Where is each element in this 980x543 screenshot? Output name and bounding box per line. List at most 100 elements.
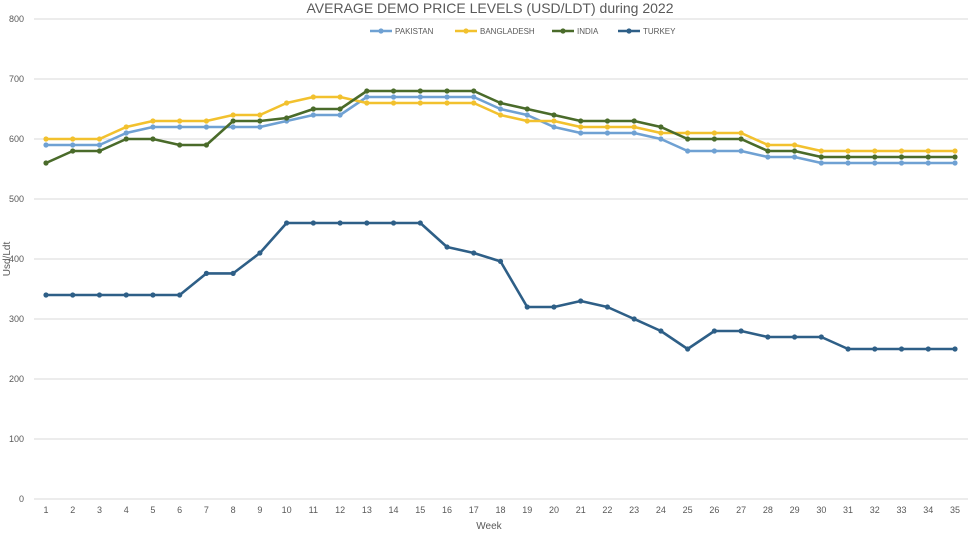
- x-tick-label: 29: [790, 505, 800, 515]
- data-point-bangladesh: [444, 100, 450, 106]
- legend-label: TURKEY: [643, 27, 676, 36]
- x-tick-label: 5: [150, 505, 155, 515]
- series-lines: [43, 88, 958, 352]
- data-point-india: [818, 154, 824, 160]
- data-point-bangladesh: [150, 118, 156, 124]
- x-tick-label: 8: [231, 505, 236, 515]
- data-point-turkey: [524, 304, 530, 310]
- data-point-bangladesh: [791, 142, 798, 148]
- data-point-turkey: [952, 346, 958, 352]
- legend-marker: [378, 28, 384, 34]
- data-point-bangladesh: [257, 112, 263, 118]
- data-point-turkey: [177, 292, 183, 298]
- data-point-india: [444, 88, 450, 94]
- data-point-bangladesh: [872, 148, 878, 154]
- data-point-india: [898, 154, 905, 160]
- data-point-turkey: [203, 270, 210, 276]
- data-point-turkey: [123, 292, 129, 298]
- data-point-turkey: [497, 258, 504, 264]
- data-point-turkey: [310, 220, 316, 226]
- x-tick-label: 20: [549, 505, 559, 515]
- legend-item-pakistan: PAKISTAN: [370, 27, 434, 36]
- data-point-india: [925, 154, 931, 160]
- data-point-india: [738, 136, 744, 142]
- data-point-turkey: [898, 346, 905, 352]
- chart-title: AVERAGE DEMO PRICE LEVELS (USD/LDT) duri…: [307, 0, 674, 16]
- data-point-pakistan: [872, 160, 878, 166]
- data-point-india: [604, 118, 611, 124]
- x-tick-label: 2: [70, 505, 75, 515]
- x-tick-label: 28: [763, 505, 773, 515]
- data-point-turkey: [150, 292, 156, 298]
- data-point-india: [417, 88, 423, 94]
- legend-label: INDIA: [577, 27, 599, 36]
- data-point-india: [631, 118, 637, 124]
- data-point-turkey: [417, 220, 423, 226]
- x-tick-label: 35: [950, 505, 960, 515]
- data-point-india: [952, 154, 958, 160]
- data-point-bangladesh: [123, 124, 129, 130]
- data-point-bangladesh: [524, 118, 530, 124]
- x-tick-label: 3: [97, 505, 102, 515]
- x-tick-label: 4: [124, 505, 129, 515]
- data-point-india: [578, 118, 584, 124]
- data-point-bangladesh: [96, 136, 103, 142]
- data-point-turkey: [43, 292, 49, 298]
- data-point-india: [123, 136, 129, 142]
- data-point-pakistan: [497, 106, 504, 112]
- x-tick-label: 12: [335, 505, 345, 515]
- data-point-turkey: [925, 346, 931, 352]
- x-tick-label: 21: [576, 505, 586, 515]
- series-pakistan: [43, 94, 958, 166]
- data-point-pakistan: [711, 148, 717, 154]
- data-point-bangladesh: [70, 136, 76, 142]
- y-axis-label: Usd/Ldt: [2, 242, 13, 277]
- x-tick-label: 23: [629, 505, 639, 515]
- y-tick-label: 700: [9, 74, 24, 84]
- data-point-bangladesh: [898, 148, 905, 154]
- legend: PAKISTAN BANGLADESH INDIA TURKEY: [370, 27, 676, 36]
- series-india: [43, 88, 958, 166]
- data-point-turkey: [230, 270, 236, 276]
- data-point-turkey: [765, 334, 771, 340]
- x-tick-label: 7: [204, 505, 209, 515]
- y-tick-label: 800: [9, 14, 24, 24]
- data-point-bangladesh: [43, 136, 49, 142]
- data-point-india: [43, 160, 49, 166]
- data-point-pakistan: [96, 142, 103, 148]
- series-line-turkey: [46, 221, 955, 351]
- y-axis-ticks: 0 100 200 300 400 500 600 700 800: [9, 14, 24, 504]
- data-point-india: [337, 106, 343, 112]
- data-point-bangladesh: [658, 130, 664, 136]
- series-bangladesh: [43, 94, 958, 154]
- data-point-turkey: [685, 346, 691, 352]
- data-point-turkey: [364, 220, 370, 226]
- data-point-pakistan: [845, 160, 851, 166]
- data-point-india: [257, 118, 263, 124]
- data-point-pakistan: [738, 148, 744, 154]
- data-point-india: [872, 154, 878, 160]
- data-point-india: [177, 142, 183, 148]
- data-point-turkey: [791, 334, 798, 340]
- y-tick-label: 100: [9, 434, 24, 444]
- data-point-turkey: [818, 334, 824, 340]
- data-point-turkey: [658, 328, 664, 334]
- data-point-bangladesh: [711, 130, 717, 136]
- data-point-bangladesh: [685, 130, 691, 136]
- x-tick-label: 25: [683, 505, 693, 515]
- data-point-bangladesh: [497, 112, 504, 118]
- data-point-pakistan: [177, 124, 183, 130]
- data-point-pakistan: [337, 112, 343, 118]
- data-point-india: [310, 106, 316, 112]
- legend-marker: [626, 28, 632, 34]
- legend-item-india: INDIA: [552, 27, 599, 36]
- data-point-pakistan: [578, 130, 584, 136]
- data-point-bangladesh: [471, 100, 477, 106]
- y-tick-label: 600: [9, 134, 24, 144]
- x-tick-label: 10: [282, 505, 292, 515]
- data-point-bangladesh: [925, 148, 931, 154]
- data-point-india: [497, 100, 504, 106]
- legend-marker: [463, 28, 469, 34]
- data-point-bangladesh: [177, 118, 183, 124]
- data-point-pakistan: [604, 130, 611, 136]
